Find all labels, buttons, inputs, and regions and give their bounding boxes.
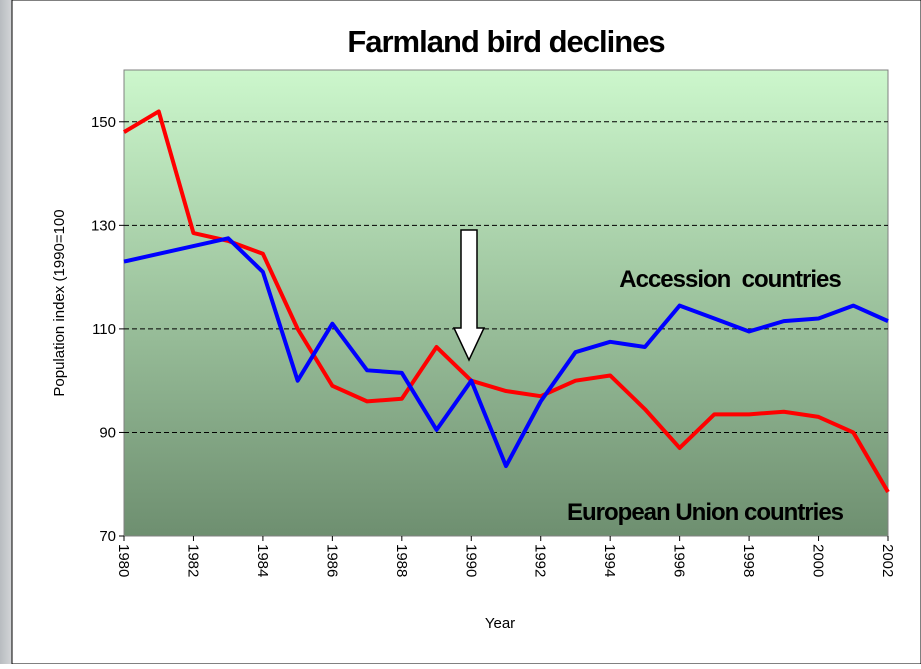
series-annotation: European Union countries: [567, 499, 844, 526]
x-axis-label: Year: [485, 615, 515, 632]
y-tick-label: 110: [92, 321, 116, 338]
plot-area: [123, 69, 889, 537]
x-tick-label: 1994: [601, 544, 618, 577]
chart-title: Farmland bird declines: [347, 24, 664, 59]
x-tick-label: 2000: [810, 544, 827, 577]
x-tick-label: 1998: [740, 544, 757, 577]
x-tick-label: 1992: [532, 544, 549, 577]
x-tick-label: 1986: [323, 544, 340, 577]
x-tick-label: 1988: [393, 544, 410, 577]
x-tick-label: 1984: [254, 544, 271, 577]
series-annotation: Accession countries: [619, 266, 841, 293]
x-tick-label: 1996: [671, 544, 688, 577]
x-tick-label: 1980: [115, 544, 132, 577]
y-axis-label: Population index (1990=100: [51, 209, 68, 396]
side-background: [0, 0, 14, 664]
y-tick-label: 150: [91, 114, 116, 131]
x-tick-label: 2002: [879, 544, 896, 577]
y-tick-label: 130: [91, 217, 116, 234]
series-line: [122, 109, 890, 493]
series-line: [123, 236, 889, 469]
arrow: [452, 229, 486, 362]
x-tick-label: 1990: [462, 544, 479, 577]
y-tick-label: 90: [99, 424, 116, 441]
y-tick-label: 70: [99, 528, 116, 545]
x-tick-label: 1982: [184, 544, 201, 577]
